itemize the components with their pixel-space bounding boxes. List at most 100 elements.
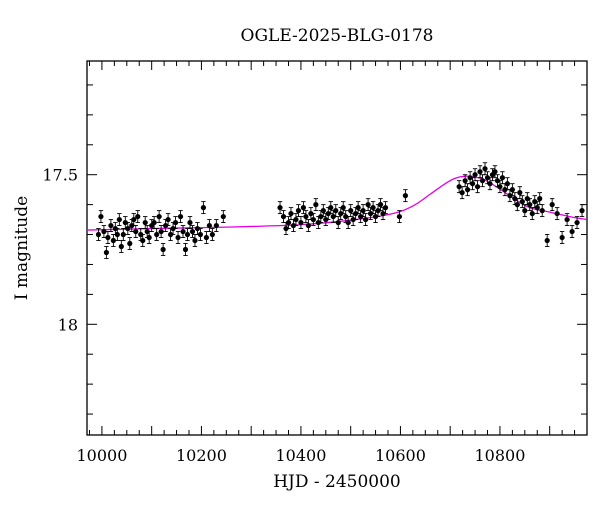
data-point	[300, 201, 307, 215]
data-point	[363, 213, 369, 227]
data-point-marker	[484, 175, 491, 181]
data-point	[370, 201, 376, 215]
data-point	[298, 216, 304, 230]
data-point	[340, 201, 346, 215]
data-point	[213, 219, 219, 232]
plot-frame	[86, 60, 588, 436]
data-point	[554, 207, 560, 221]
data-point-marker	[345, 219, 351, 226]
data-point	[189, 225, 196, 238]
data-point	[293, 213, 299, 227]
data-point-marker	[280, 213, 287, 220]
data-point-marker	[529, 210, 535, 217]
data-point-marker	[310, 216, 316, 223]
data-point	[285, 216, 292, 230]
data-point-marker	[114, 231, 120, 238]
data-point	[313, 198, 319, 212]
data-point	[367, 207, 374, 221]
data-point-marker	[335, 219, 341, 226]
data-point-marker	[467, 175, 473, 181]
data-point	[499, 171, 506, 185]
y-axis-tick-labels: 17.5 18	[42, 166, 78, 335]
data-point-marker	[101, 228, 107, 235]
data-point	[497, 180, 503, 194]
x-tick-label: 10400	[275, 446, 326, 465]
data-point-marker	[365, 202, 371, 208]
data-point-marker	[554, 210, 560, 217]
data-point-marker	[320, 208, 326, 214]
data-point	[355, 201, 361, 215]
data-point-marker	[377, 202, 384, 208]
data-point	[277, 201, 283, 215]
data-point-marker	[370, 205, 376, 211]
data-point-marker	[192, 237, 198, 244]
data-point	[197, 228, 204, 241]
data-point-marker	[315, 219, 321, 226]
data-point-marker	[499, 175, 506, 181]
data-point-marker	[338, 210, 344, 217]
data-point-marker	[358, 213, 364, 220]
data-point-marker	[544, 237, 550, 244]
data-point-marker	[213, 222, 219, 229]
data-point	[402, 189, 409, 203]
data-point	[305, 219, 311, 232]
data-point	[180, 225, 186, 238]
x-axis-tick-labels: 10000 10200 10400 10600 10800	[76, 446, 525, 465]
data-point	[177, 210, 184, 224]
data-point	[172, 216, 179, 230]
data-point	[125, 222, 131, 235]
data-point	[206, 219, 212, 232]
data-point	[365, 198, 371, 212]
data-point	[527, 198, 533, 212]
data-point	[539, 204, 545, 218]
data-point-marker	[497, 184, 503, 190]
data-point	[534, 201, 540, 215]
x-tick-label: 10600	[375, 446, 426, 465]
data-point	[140, 234, 146, 247]
data-point	[338, 207, 344, 221]
data-point	[194, 222, 201, 235]
data-point-marker	[140, 237, 146, 244]
data-point-marker	[514, 202, 520, 208]
data-point-marker	[288, 210, 294, 217]
data-point-marker	[120, 231, 126, 238]
data-point-marker	[122, 219, 128, 226]
data-point-marker	[133, 228, 139, 235]
data-point	[479, 174, 486, 188]
data-point-marker	[125, 225, 131, 232]
data-point	[182, 243, 189, 256]
data-point	[464, 183, 471, 197]
data-point	[517, 186, 523, 200]
data-point	[142, 216, 148, 230]
data-point	[105, 231, 111, 244]
data-point-marker	[328, 205, 334, 211]
data-point	[522, 204, 528, 218]
data-point-marker	[559, 234, 565, 241]
data-point	[95, 228, 102, 241]
data-point	[116, 213, 122, 227]
data-point-marker	[474, 184, 481, 190]
data-point-marker	[175, 234, 181, 241]
data-point	[328, 201, 334, 215]
data-point-marker	[367, 210, 374, 217]
data-point	[532, 195, 538, 209]
data-point-marker	[298, 219, 304, 226]
data-point	[467, 171, 473, 185]
data-point	[559, 231, 565, 244]
data-point-marker	[295, 208, 302, 214]
data-point	[170, 222, 176, 235]
data-point	[537, 192, 543, 206]
data-point	[108, 219, 114, 232]
data-point	[564, 213, 570, 227]
data-point-marker	[323, 216, 329, 223]
data-point	[544, 234, 550, 247]
data-point	[459, 186, 465, 200]
data-point-marker	[487, 181, 493, 187]
data-point	[377, 198, 384, 212]
data-point-marker	[325, 210, 331, 217]
data-points	[95, 162, 585, 259]
data-point	[360, 204, 366, 218]
data-point	[396, 210, 403, 224]
data-point-marker	[527, 202, 533, 208]
data-point-marker	[363, 216, 369, 223]
